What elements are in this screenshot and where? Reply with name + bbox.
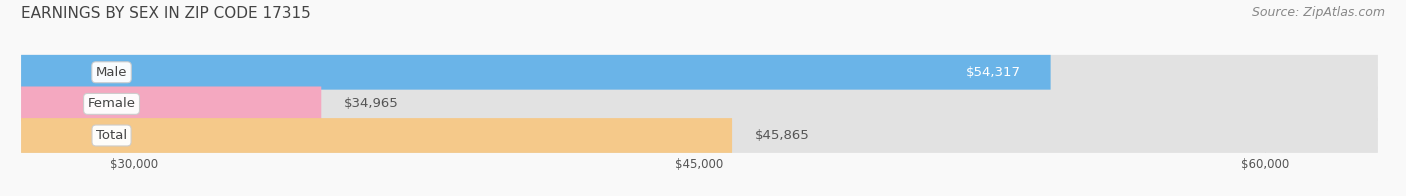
- FancyBboxPatch shape: [21, 86, 322, 121]
- FancyBboxPatch shape: [21, 55, 1050, 90]
- Text: $45,865: $45,865: [755, 129, 810, 142]
- Text: Male: Male: [96, 66, 128, 79]
- Text: Source: ZipAtlas.com: Source: ZipAtlas.com: [1251, 6, 1385, 19]
- FancyBboxPatch shape: [21, 55, 1378, 90]
- Text: Total: Total: [96, 129, 127, 142]
- FancyBboxPatch shape: [21, 86, 1378, 121]
- Text: $34,965: $34,965: [344, 97, 399, 110]
- FancyBboxPatch shape: [21, 118, 733, 153]
- Text: Female: Female: [87, 97, 135, 110]
- FancyBboxPatch shape: [21, 118, 1378, 153]
- Text: EARNINGS BY SEX IN ZIP CODE 17315: EARNINGS BY SEX IN ZIP CODE 17315: [21, 6, 311, 21]
- Text: $54,317: $54,317: [966, 66, 1021, 79]
